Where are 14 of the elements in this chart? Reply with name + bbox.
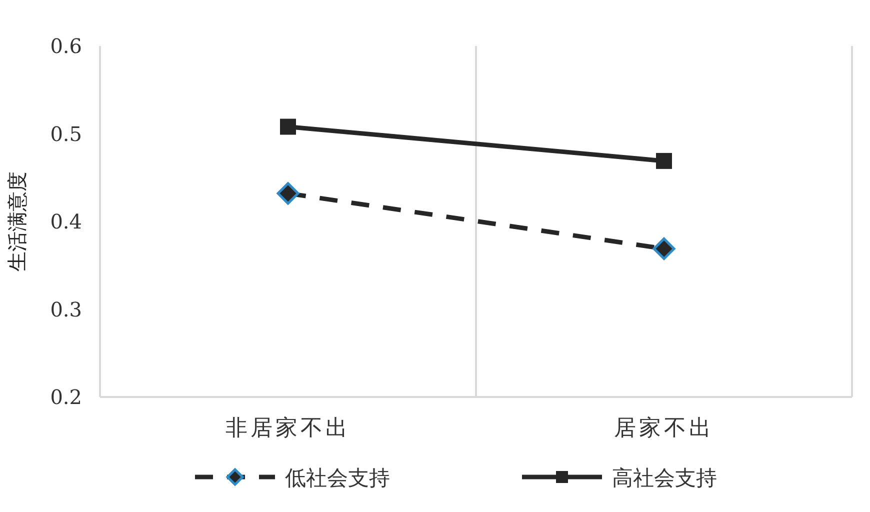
y-tick-label: 0.6 bbox=[50, 34, 82, 58]
y-tick-label: 0.2 bbox=[50, 385, 82, 409]
y-tick-label: 0.5 bbox=[50, 122, 82, 146]
point bbox=[652, 237, 676, 260]
point bbox=[656, 152, 672, 169]
legend-label: 低社会支持 bbox=[285, 466, 390, 490]
y-axis-title: 生活满意度 bbox=[5, 172, 29, 272]
x-tick-label: 非居家不出 bbox=[226, 416, 350, 441]
y-tick-label: 0.4 bbox=[50, 210, 82, 234]
point bbox=[280, 118, 296, 135]
point bbox=[276, 182, 300, 205]
y-tick-label: 0.3 bbox=[50, 297, 82, 322]
x-tick-label: 居家不出 bbox=[614, 416, 714, 441]
legend-label: 高社会支持 bbox=[612, 466, 717, 490]
